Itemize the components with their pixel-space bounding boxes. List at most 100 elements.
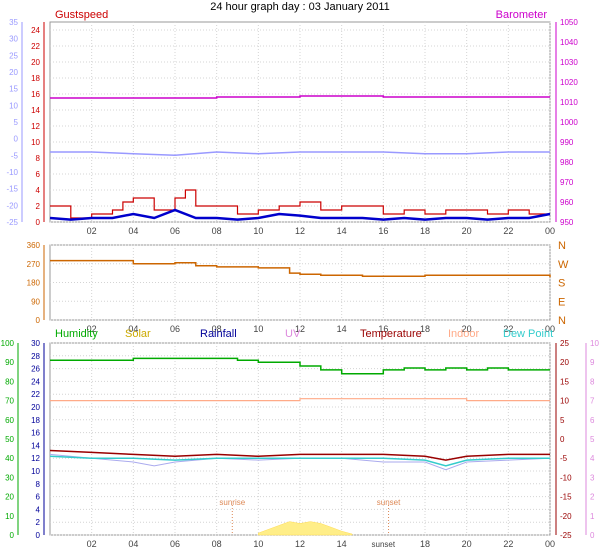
gust-speed-tick-label: 24	[31, 26, 40, 35]
barometer-tick-label: 960	[560, 198, 574, 207]
page-title: 24 hour graph day : 03 January 2011	[210, 1, 390, 13]
temperature-scale-tick-label: 25	[9, 51, 18, 60]
x-tick-label: 10	[253, 226, 263, 236]
uv-tick-label: 6	[590, 416, 595, 425]
gust-speed-tick-label: 2	[36, 202, 41, 211]
x-tick-label: 16	[378, 226, 388, 236]
x-tick-label: 08	[212, 539, 222, 549]
gust-speed-tick-label: 8	[36, 154, 41, 163]
uv-tick-label: 5	[590, 435, 595, 444]
gust-speed-tick-label: 10	[31, 138, 40, 147]
rainfall-tick-label: 10	[31, 467, 40, 476]
x-tick-label: 12	[295, 226, 305, 236]
direction-tick-label: 270	[27, 260, 41, 269]
x-tick-label: 08	[212, 324, 222, 334]
uv-tick-label: 7	[590, 397, 595, 406]
temperature-tick-label: 0	[560, 435, 565, 444]
x-tick-label: 06	[170, 324, 180, 334]
x-tick-label: 14	[337, 539, 347, 549]
wind-direction-line	[50, 259, 551, 278]
x-tick-label: 10	[253, 324, 263, 334]
uv-tick-label: 8	[590, 377, 595, 386]
compass-label: N	[558, 240, 566, 252]
windspeed-line	[49, 208, 551, 221]
legend-indoor: Indoor	[448, 328, 480, 340]
humidity-tick-label: 30	[5, 473, 14, 482]
legend-solar: Solar	[125, 328, 151, 340]
temperature-line	[49, 449, 550, 461]
uv-tick-label: 2	[590, 493, 595, 502]
gust-speed-tick-label: 20	[31, 58, 40, 67]
temperature-scale-tick-label: -5	[11, 151, 19, 160]
rainfall-tick-label: 8	[36, 480, 41, 489]
legend-dew-point: Dew Point	[503, 328, 553, 340]
rainfall-tick-label: 28	[31, 352, 40, 361]
barometer-tick-label: 1030	[560, 58, 578, 67]
x-tick-label: 10	[253, 539, 263, 549]
barometer-tick-label: 1050	[560, 18, 578, 27]
x-tick-label: 04	[128, 324, 138, 334]
uv-tick-label: 10	[590, 339, 599, 348]
dewpoint-line	[49, 455, 550, 467]
compass-label: W	[558, 259, 569, 271]
x-tick-label: 02	[87, 324, 97, 334]
x-tick-label: 18	[420, 324, 430, 334]
gust-speed-tick-label: 14	[31, 106, 40, 115]
gust-speed-tick-label: 0	[36, 218, 41, 227]
temperature-scale-tick-label: 10	[9, 101, 18, 110]
gust-speed-tick-label: 18	[31, 74, 40, 83]
barometer-tick-label: 1000	[560, 118, 578, 127]
x-tick-label: 18	[420, 226, 430, 236]
x-tick-label: 06	[170, 539, 180, 549]
x-tick-label: 16	[378, 324, 388, 334]
barometer-line	[50, 95, 550, 99]
x-tick-label: 12	[295, 324, 305, 334]
temperature-tick-label: -20	[560, 512, 572, 521]
direction-tick-label: 0	[36, 316, 41, 325]
uv-tick-label: 9	[590, 358, 595, 367]
x-tick-label: 22	[503, 324, 513, 334]
uv-tick-label: 1	[590, 512, 595, 521]
rainfall-tick-label: 26	[31, 365, 40, 374]
gust-speed-tick-label: 12	[31, 122, 40, 131]
rainfall-tick-label: 16	[31, 429, 40, 438]
barometer-tick-label: 990	[560, 138, 574, 147]
rainfall-tick-label: 6	[36, 493, 41, 502]
temperature-line	[50, 151, 550, 157]
humidity-tick-label: 70	[5, 397, 14, 406]
temperature-tick-label: 5	[560, 416, 565, 425]
direction-tick-label: 90	[31, 297, 40, 306]
legend-uv: UV	[285, 328, 301, 340]
sunrise-label: sunrise	[219, 498, 245, 507]
temperature-scale-tick-label: 5	[14, 118, 19, 127]
temperature-scale-tick-label: 20	[9, 68, 18, 77]
legend-gustspeed: Gustspeed	[55, 9, 108, 21]
humidity-tick-label: 90	[5, 358, 14, 367]
gust-speed-tick-label: 16	[31, 90, 40, 99]
temperature-scale-tick-label: -10	[6, 168, 18, 177]
x-tick-label: 02	[87, 539, 97, 549]
temperature-scale-tick-label: 15	[9, 85, 18, 94]
temperature-tick-label: -25	[560, 531, 572, 540]
gust-speed-tick-label: 6	[36, 170, 41, 179]
solar-area	[258, 521, 353, 536]
gust-speed-tick-label: 4	[36, 186, 41, 195]
temperature-tick-label: -15	[560, 493, 572, 502]
direction-tick-label: 180	[27, 279, 41, 288]
temperature-humidity-chart: 0102030405060708090100024681012141618202…	[1, 328, 600, 549]
x-tick-label: 00	[545, 539, 555, 549]
barometer-tick-label: 950	[560, 218, 574, 227]
x-tick-label: 12	[295, 539, 305, 549]
direction-tick-label: 360	[27, 241, 41, 250]
sunset-label: sunset	[377, 498, 401, 507]
x-tick-label: 14	[337, 324, 347, 334]
temperature-tick-label: 20	[560, 358, 569, 367]
compass-label: S	[558, 278, 565, 290]
x-tick-label: 00	[545, 226, 555, 236]
x-tick-label: 02	[87, 226, 97, 236]
temperature-scale-tick-label: -25	[6, 218, 18, 227]
gust-speed-tick-label: 22	[31, 42, 40, 51]
humidity-line	[50, 357, 550, 375]
